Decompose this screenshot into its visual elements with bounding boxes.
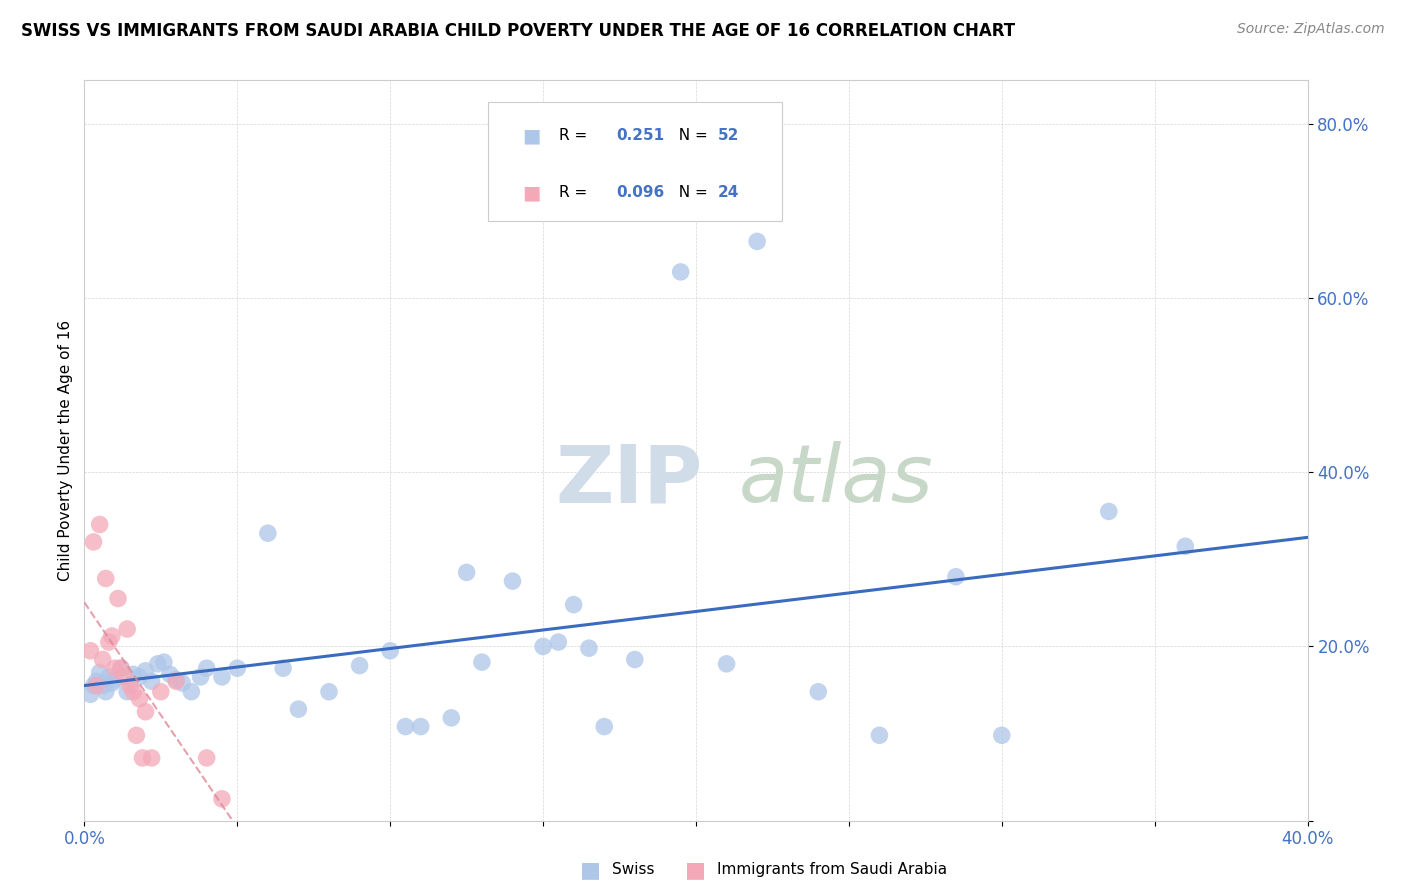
Point xyxy=(115,622,138,636)
Point xyxy=(159,667,181,681)
Point xyxy=(135,705,157,719)
Y-axis label: Child Poverty Under the Age of 16: Child Poverty Under the Age of 16 xyxy=(58,320,73,581)
Text: ■: ■ xyxy=(581,860,600,880)
Point xyxy=(122,684,145,698)
Point xyxy=(104,661,127,675)
Point xyxy=(318,684,340,698)
Point xyxy=(165,674,187,689)
Point xyxy=(257,526,280,541)
FancyBboxPatch shape xyxy=(488,103,782,221)
Point xyxy=(471,655,494,669)
Text: 0.251: 0.251 xyxy=(616,128,665,144)
Text: Source: ZipAtlas.com: Source: ZipAtlas.com xyxy=(1237,22,1385,37)
Point xyxy=(112,670,135,684)
Point xyxy=(83,535,105,549)
Text: 52: 52 xyxy=(718,128,740,144)
Text: Immigrants from Saudi Arabia: Immigrants from Saudi Arabia xyxy=(717,863,948,877)
Text: R =: R = xyxy=(560,186,592,201)
Point xyxy=(110,661,132,675)
Point xyxy=(91,679,114,693)
Point xyxy=(101,676,124,690)
Point xyxy=(226,661,249,675)
Point xyxy=(624,652,647,666)
Point xyxy=(146,657,169,671)
Point xyxy=(91,652,114,666)
Point xyxy=(869,728,891,742)
Point xyxy=(131,751,153,765)
Point xyxy=(190,670,212,684)
Point xyxy=(165,673,187,687)
Point xyxy=(1098,504,1121,518)
Point xyxy=(211,792,233,806)
Text: ■: ■ xyxy=(686,860,706,880)
Point xyxy=(141,751,163,765)
Point xyxy=(716,657,738,671)
Point xyxy=(149,684,172,698)
Point xyxy=(128,691,150,706)
Text: N =: N = xyxy=(669,128,713,144)
Point xyxy=(153,655,176,669)
Point xyxy=(195,751,218,765)
Point xyxy=(456,566,478,580)
Point xyxy=(394,720,416,734)
Point xyxy=(79,687,101,701)
Text: N =: N = xyxy=(669,186,713,201)
Point xyxy=(271,661,294,675)
Point xyxy=(79,644,101,658)
Point xyxy=(125,728,148,742)
Text: ■: ■ xyxy=(522,184,541,202)
Point xyxy=(141,674,163,689)
Point xyxy=(89,665,111,680)
Point xyxy=(89,517,111,532)
Text: R =: R = xyxy=(560,128,592,144)
Point xyxy=(104,673,127,687)
Point xyxy=(349,658,371,673)
Point xyxy=(120,679,142,693)
Point xyxy=(593,720,616,734)
Point xyxy=(86,679,108,693)
Point xyxy=(440,711,463,725)
Point xyxy=(287,702,309,716)
Point xyxy=(97,670,120,684)
Point xyxy=(945,570,967,584)
Point xyxy=(547,635,569,649)
Text: SWISS VS IMMIGRANTS FROM SAUDI ARABIA CHILD POVERTY UNDER THE AGE OF 16 CORRELAT: SWISS VS IMMIGRANTS FROM SAUDI ARABIA CH… xyxy=(21,22,1015,40)
Point xyxy=(807,684,830,698)
Point xyxy=(172,676,194,690)
Point xyxy=(97,635,120,649)
Point xyxy=(94,572,117,586)
Point xyxy=(409,720,432,734)
Point xyxy=(211,670,233,684)
Point xyxy=(101,629,124,643)
Point xyxy=(747,235,769,249)
Point xyxy=(380,644,402,658)
Point xyxy=(531,640,554,654)
Text: Swiss: Swiss xyxy=(612,863,654,877)
Point xyxy=(135,664,157,678)
Point xyxy=(110,661,132,675)
Text: 24: 24 xyxy=(718,186,740,201)
Text: ZIP: ZIP xyxy=(555,441,703,519)
Point xyxy=(83,679,105,693)
Point xyxy=(86,674,108,689)
Point xyxy=(578,641,600,656)
Point xyxy=(107,591,129,606)
Point xyxy=(502,574,524,588)
Point xyxy=(562,598,585,612)
Point xyxy=(195,661,218,675)
Text: ■: ■ xyxy=(522,127,541,145)
Point xyxy=(991,728,1014,742)
Point xyxy=(1174,539,1197,553)
Point xyxy=(122,667,145,681)
Text: 0.096: 0.096 xyxy=(616,186,665,201)
Point xyxy=(180,684,202,698)
Text: atlas: atlas xyxy=(738,441,934,519)
Point xyxy=(669,265,692,279)
Point xyxy=(94,684,117,698)
Point xyxy=(115,684,138,698)
Point xyxy=(128,670,150,684)
